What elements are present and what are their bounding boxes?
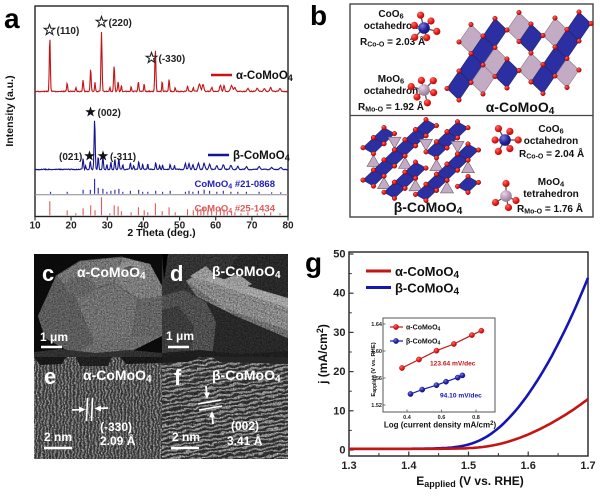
svg-text:α-CoMoO4: α-CoMoO4 <box>486 99 555 117</box>
svg-text:60: 60 <box>210 221 222 232</box>
svg-text:Log (current density mA/cm2): Log (current density mA/cm2) <box>384 421 497 430</box>
svg-text:2.09 Å: 2.09 Å <box>100 433 136 448</box>
svg-text:CoO6: CoO6 <box>538 124 563 136</box>
svg-text:50: 50 <box>333 249 345 261</box>
svg-text:β-CoMoO4: β-CoMoO4 <box>212 263 281 281</box>
svg-text:Eapplied (V vs. RHE): Eapplied (V vs. RHE) <box>371 342 378 396</box>
svg-text:2 Theta (deg.): 2 Theta (deg.) <box>127 227 195 239</box>
svg-text:1.4: 1.4 <box>401 460 417 472</box>
svg-text:CoMoO4 #25-1434: CoMoO4 #25-1434 <box>195 204 276 216</box>
svg-text:c: c <box>42 261 54 286</box>
svg-text:g: g <box>305 247 322 278</box>
svg-text:80: 80 <box>282 221 294 232</box>
svg-text:(-330): (-330) <box>159 54 186 65</box>
svg-text:β-CoMoO4: β-CoMoO4 <box>394 199 463 217</box>
svg-text:2 nm: 2 nm <box>172 430 200 444</box>
svg-text:1.6: 1.6 <box>521 460 536 472</box>
svg-text:20: 20 <box>333 366 345 378</box>
svg-text:β-CoMoO4: β-CoMoO4 <box>395 281 459 298</box>
svg-text:α-CoMoO4: α-CoMoO4 <box>236 70 293 83</box>
svg-text:octahedron: octahedron <box>524 136 578 147</box>
svg-text:1.3: 1.3 <box>341 460 356 472</box>
svg-text:0.4: 0.4 <box>403 415 412 421</box>
svg-text:10: 10 <box>29 221 41 232</box>
svg-text:40: 40 <box>333 288 345 300</box>
svg-text:Intensity (a.u.): Intensity (a.u.) <box>4 75 16 146</box>
svg-text:a: a <box>4 3 20 34</box>
svg-text:1.60: 1.60 <box>371 349 382 355</box>
svg-text:0.8: 0.8 <box>472 415 480 421</box>
svg-text:1.7: 1.7 <box>580 460 595 472</box>
svg-text:1.56: 1.56 <box>371 376 382 382</box>
svg-text:d: d <box>170 261 183 286</box>
svg-text:(021): (021) <box>59 152 82 163</box>
svg-text:(110): (110) <box>57 26 80 37</box>
svg-text:1.64: 1.64 <box>371 322 383 328</box>
svg-text:(002): (002) <box>231 419 259 433</box>
svg-text:MoO4: MoO4 <box>538 177 565 189</box>
svg-text:e: e <box>44 364 56 389</box>
svg-text:(002): (002) <box>98 108 121 119</box>
svg-text:30: 30 <box>333 327 345 339</box>
svg-text:CoMoO4 #21-0868: CoMoO4 #21-0868 <box>195 179 275 191</box>
svg-text:40: 40 <box>138 221 150 232</box>
svg-text:10: 10 <box>333 405 345 417</box>
svg-text:β-CoMoO4: β-CoMoO4 <box>233 150 290 163</box>
svg-text:20: 20 <box>66 221 78 232</box>
svg-text:α-CoMoO4: α-CoMoO4 <box>77 264 146 282</box>
svg-text:1.5: 1.5 <box>461 460 476 472</box>
svg-text:50: 50 <box>174 221 186 232</box>
svg-text:α-CoMoO4: α-CoMoO4 <box>406 325 441 333</box>
svg-text:94.10 mV/dec: 94.10 mV/dec <box>440 393 482 400</box>
svg-text:3.41 Å: 3.41 Å <box>227 433 263 448</box>
svg-text:b: b <box>310 0 327 31</box>
svg-text:(-311): (-311) <box>110 152 136 163</box>
svg-text:(-330): (-330) <box>100 420 132 434</box>
svg-text:α-CoMoO4: α-CoMoO4 <box>83 367 152 385</box>
svg-text:0.6: 0.6 <box>438 415 446 421</box>
svg-text:j (mA/cm2): j (mA/cm2) <box>315 324 330 385</box>
svg-text:1 μm: 1 μm <box>166 329 194 343</box>
svg-text:1 μm: 1 μm <box>40 330 68 344</box>
svg-text:(220): (220) <box>109 18 132 29</box>
svg-text:123.64 mV/dec: 123.64 mV/dec <box>430 361 476 368</box>
svg-text:tetrahedron: tetrahedron <box>523 189 579 200</box>
svg-text:β-CoMoO4: β-CoMoO4 <box>212 367 281 385</box>
svg-text:β-CoMoO4: β-CoMoO4 <box>406 339 441 347</box>
svg-text:70: 70 <box>246 221 258 232</box>
svg-text:2 nm: 2 nm <box>44 430 72 444</box>
svg-text:octahedron: octahedron <box>364 86 418 97</box>
svg-text:octahedron: octahedron <box>364 21 418 32</box>
svg-text:MoO6: MoO6 <box>378 74 404 86</box>
svg-text:f: f <box>174 365 182 390</box>
svg-text:CoO6: CoO6 <box>378 9 403 21</box>
svg-text:α-CoMoO4: α-CoMoO4 <box>395 264 460 281</box>
svg-text:0: 0 <box>339 445 345 457</box>
svg-text:1.52: 1.52 <box>371 403 382 409</box>
svg-text:30: 30 <box>102 221 114 232</box>
